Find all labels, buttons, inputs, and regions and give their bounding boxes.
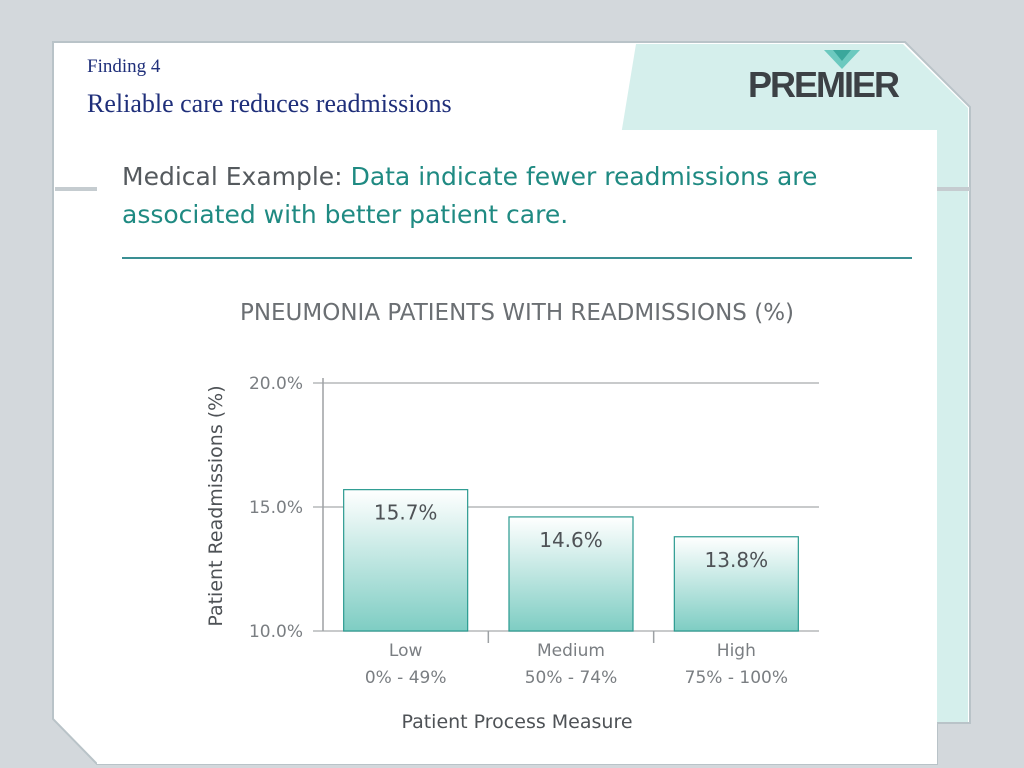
card-heading-rest: Data indicate fewer readmissions are ass… (122, 162, 818, 229)
y-axis-title: Patient Readmissions (%) (205, 385, 227, 626)
y-tick-label: 15.0% (249, 498, 303, 518)
bar-value-label: 15.7% (374, 501, 438, 525)
bar (673, 536, 799, 632)
finding-label: Finding 4 (87, 56, 161, 77)
bar (508, 516, 634, 632)
x-tick-label: 0% - 49% (365, 668, 447, 688)
chart-card: Medical Example: Data indicate fewer rea… (97, 130, 937, 764)
x-tick-label: 75% - 100% (685, 668, 788, 688)
bar-value-label: 13.8% (705, 548, 769, 572)
bar (343, 489, 469, 632)
y-tick-label: 10.0% (249, 622, 303, 642)
bar-chart: PNEUMONIA PATIENTS WITH READMISSIONS (%)… (205, 300, 819, 733)
card-heading-lead: Medical Example: (122, 162, 343, 191)
premier-logo-text: PREMIER (748, 64, 900, 105)
card-divider (122, 257, 912, 259)
premier-logo: PREMIER (748, 50, 908, 106)
card-heading: Medical Example: Data indicate fewer rea… (122, 158, 912, 234)
x-tick-label: 50% - 74% (525, 668, 618, 688)
chart-title: PNEUMONIA PATIENTS WITH READMISSIONS (%) (240, 300, 794, 326)
x-tick-label: Medium (537, 641, 605, 661)
premier-logo-mark (824, 50, 860, 69)
x-axis-title: Patient Process Measure (401, 711, 632, 733)
bar-value-label: 14.6% (539, 528, 603, 552)
x-tick-label: Low (389, 641, 423, 661)
y-tick-label: 20.0% (249, 374, 303, 394)
slide-title: Reliable care reduces readmissions (87, 89, 452, 118)
x-tick-label: High (717, 641, 756, 661)
